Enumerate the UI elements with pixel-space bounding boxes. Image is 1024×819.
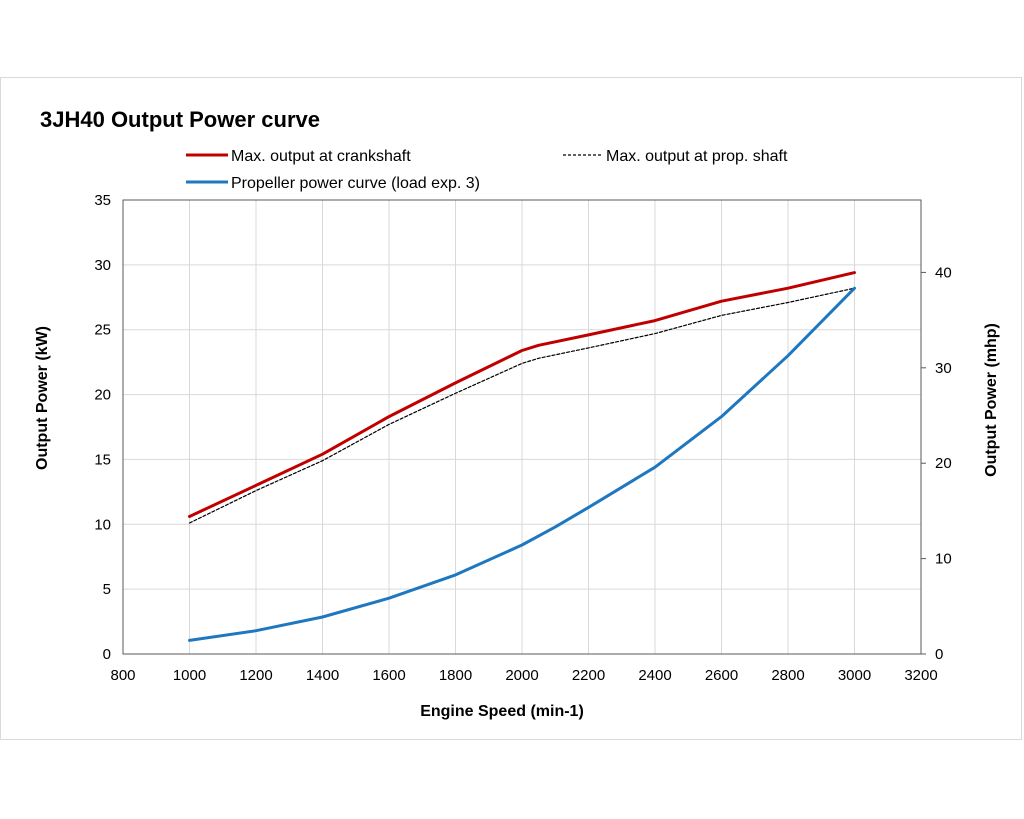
plot-area	[122, 199, 922, 655]
chart-title: 3JH40 Output Power curve	[40, 107, 320, 132]
y2-tick-label: 10	[935, 551, 952, 568]
y-tick-label: 35	[94, 192, 111, 209]
x-axis-ticks: 800 1000 1200 1400 1600 1800 2000 2200 2400 2600 2…	[110, 667, 937, 684]
chart-frame	[0, 77, 1022, 740]
y2-tick-label: 30	[935, 360, 952, 377]
legend-label-prop-shaft: Max. output at prop. shaft	[606, 148, 788, 165]
y2-tick-label: 40	[935, 264, 952, 281]
x-tick-label: 2200	[572, 667, 605, 684]
x-tick-label: 2400	[638, 667, 671, 684]
legend-label-propeller: Propeller power curve (load exp. 3)	[231, 175, 480, 192]
x-tick-label: 2000	[505, 667, 538, 684]
series-prop-shaft-line	[188, 287, 856, 524]
legend: Max. output at crankshaft Max. output at…	[186, 148, 788, 192]
series-crankshaft-line	[188, 271, 856, 518]
y-axis-title: Output Power (kW)	[34, 326, 51, 470]
x-tick-label: 3000	[838, 667, 871, 684]
x-tick-label: 2600	[705, 667, 738, 684]
y-tick-label: 25	[94, 322, 111, 339]
x-axis-title: Engine Speed (min-1)	[420, 703, 584, 720]
x-tick-label: 1600	[372, 667, 405, 684]
series-propeller-line	[188, 286, 856, 642]
x-tick-label: 1800	[439, 667, 472, 684]
y-tick-label: 30	[94, 257, 111, 274]
x-tick-label: 1400	[306, 667, 339, 684]
x-tick-label: 2800	[771, 667, 804, 684]
legend-label-crankshaft: Max. output at crankshaft	[231, 148, 411, 165]
x-tick-label: 1000	[173, 667, 206, 684]
grid	[123, 200, 921, 654]
y-tick-label: 5	[103, 581, 111, 598]
y2-tick-label: 20	[935, 455, 952, 472]
y2-axis-ticks: 0 10 20 30 40	[921, 264, 952, 663]
y-axis-ticks: 0 5 10 15 20 25 30 35	[94, 192, 111, 663]
y2-axis-title: Output Power (mhp)	[983, 323, 1000, 477]
series-layer	[188, 271, 856, 642]
y-tick-label: 0	[103, 646, 111, 663]
x-tick-label: 800	[110, 667, 135, 684]
x-tick-label: 1200	[239, 667, 272, 684]
y2-tick-label: 0	[935, 646, 943, 663]
x-tick-label: 3200	[904, 667, 937, 684]
y-tick-label: 15	[94, 451, 111, 468]
y-tick-label: 10	[94, 516, 111, 533]
y-tick-label: 20	[94, 387, 111, 404]
